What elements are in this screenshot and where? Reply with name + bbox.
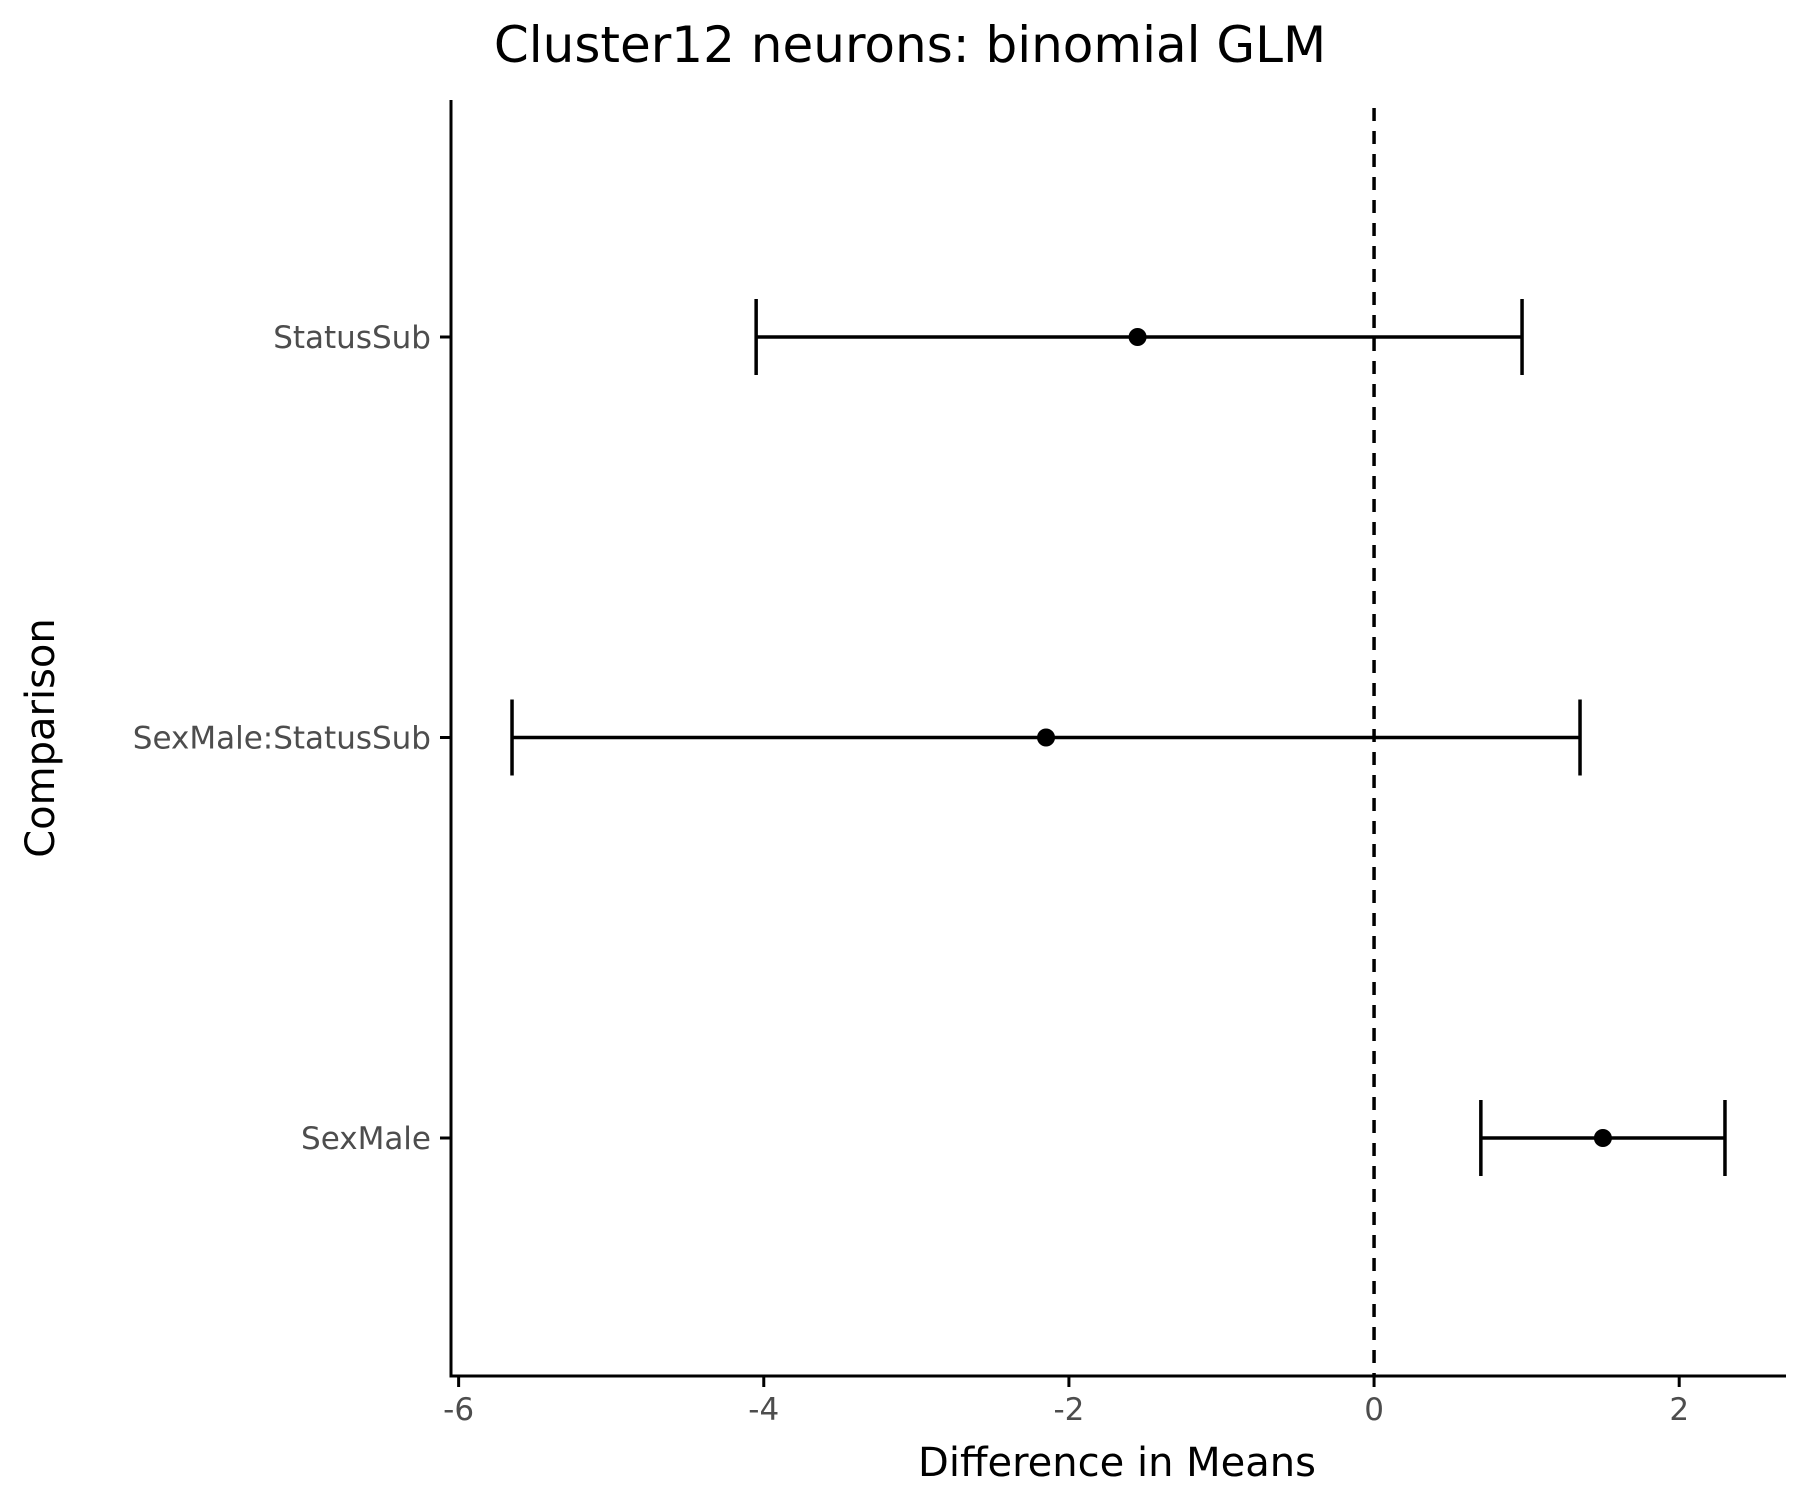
estimate-point bbox=[1037, 728, 1056, 747]
x-tick-label: -6 bbox=[443, 1392, 474, 1428]
x-tick-label: 2 bbox=[1669, 1392, 1689, 1428]
x-ticks-layer: -6 -4 -2 0 2 bbox=[443, 1376, 1689, 1428]
y-tick-label: SexMale:StatusSub bbox=[133, 721, 431, 757]
estimates-layer bbox=[510, 299, 1727, 1176]
estimate-point bbox=[1593, 1129, 1612, 1147]
x-tick-label: -4 bbox=[748, 1392, 779, 1428]
y-ticks-layer: StatusSub SexMale:StatusSub SexMale bbox=[133, 320, 451, 1157]
x-tick-label: -2 bbox=[1053, 1392, 1084, 1428]
y-tick-label: SexMale bbox=[301, 1121, 431, 1157]
x-axis-title: Difference in Means bbox=[918, 1440, 1316, 1486]
x-tick-label: 0 bbox=[1364, 1392, 1384, 1428]
y-axis-title: Comparison bbox=[18, 618, 64, 858]
estimate-point bbox=[1128, 328, 1147, 346]
y-tick-label: StatusSub bbox=[273, 320, 431, 356]
chart-title: Cluster12 neurons: binomial GLM bbox=[494, 16, 1326, 74]
